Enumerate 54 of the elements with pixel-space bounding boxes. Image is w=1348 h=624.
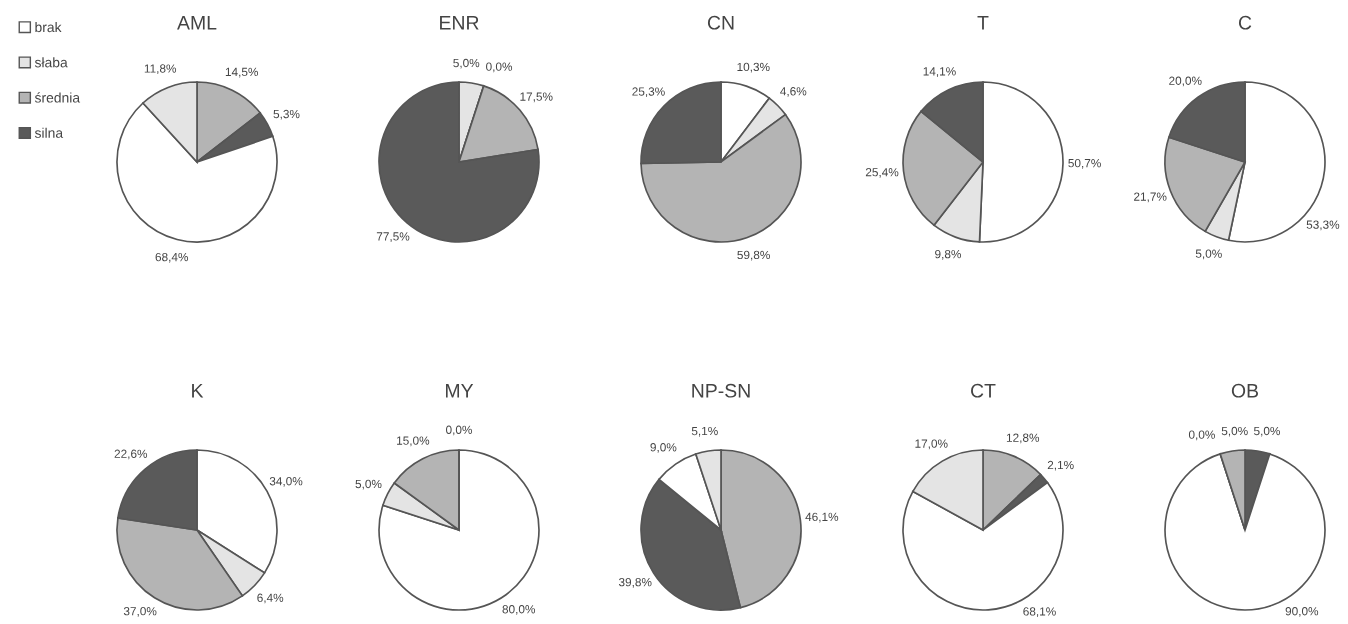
data-label: 15,0% xyxy=(397,436,430,447)
data-label: 5,0% xyxy=(1221,426,1248,437)
data-label: 53,3% xyxy=(1306,220,1340,231)
data-label: 46,1% xyxy=(805,512,839,523)
data-label: 68,4% xyxy=(155,252,189,263)
data-label: 39,8% xyxy=(618,577,652,588)
data-label: 50,7% xyxy=(1068,158,1101,169)
data-label: 68,1% xyxy=(1023,607,1056,618)
data-label: 14,1% xyxy=(923,67,956,77)
chart-title: K xyxy=(192,384,204,398)
data-label: 34,0% xyxy=(269,477,303,487)
data-label: 37,0% xyxy=(123,607,157,617)
legend-label: silna xyxy=(34,127,64,138)
chart-title: MY xyxy=(446,384,474,398)
data-label: 9,0% xyxy=(650,443,677,453)
legend-label: słaba xyxy=(34,57,68,68)
data-label: 4,6% xyxy=(780,87,807,97)
data-label: 21,7% xyxy=(1134,192,1167,203)
data-label: 9,8% xyxy=(935,249,962,260)
data-label: 17,5% xyxy=(520,92,553,103)
data-label: 2,1% xyxy=(1047,460,1074,471)
legend-label: średnia xyxy=(34,92,81,103)
data-label: 5,0% xyxy=(355,479,382,490)
text: 0,0% xyxy=(486,62,513,73)
chart-title: AML xyxy=(177,16,217,30)
data-label: 22,6% xyxy=(114,449,148,460)
data-label: 5,3% xyxy=(273,109,300,120)
chart-title: CN xyxy=(707,15,734,30)
data-label: 14,5% xyxy=(225,67,259,78)
data-label: 25,3% xyxy=(632,87,665,98)
chart-title: ENR xyxy=(440,16,479,30)
chart-title: CT xyxy=(971,383,996,398)
data-label: 12,8% xyxy=(1006,433,1040,444)
data-label: 5,0% xyxy=(1195,249,1222,260)
data-label: 25,4% xyxy=(865,168,899,178)
data-label: 59,8% xyxy=(737,250,770,261)
data-label: 20,0% xyxy=(1169,76,1202,87)
data-label: 6,4% xyxy=(257,593,284,604)
chart-title: OB xyxy=(1231,383,1259,398)
data-label: 10,3% xyxy=(737,62,770,73)
data-label: 77,5% xyxy=(376,232,410,242)
legend-label: brak xyxy=(35,21,62,33)
data-label: 5,0% xyxy=(453,58,480,69)
data-label: 80,0% xyxy=(502,605,536,615)
chart-title: NP-SN xyxy=(692,383,750,398)
chart-title: T xyxy=(977,16,989,30)
data-label: 5,1% xyxy=(691,426,718,437)
chart-title: C xyxy=(1238,15,1252,30)
data-label: 90,0% xyxy=(1285,607,1319,617)
text: 0,0% xyxy=(1188,430,1215,441)
text: 0,0% xyxy=(446,425,473,436)
data-label: 17,0% xyxy=(915,439,948,450)
data-label: 11,8% xyxy=(144,64,177,75)
data-label: 5,0% xyxy=(1253,426,1280,437)
